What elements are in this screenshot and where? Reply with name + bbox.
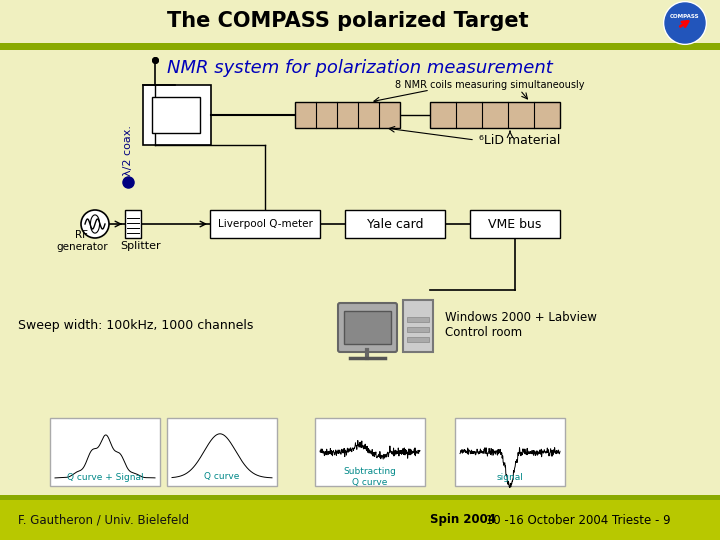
Bar — [143, 85, 211, 145]
Text: Splitter: Splitter — [121, 241, 161, 251]
Text: Liverpool Q-meter: Liverpool Q-meter — [217, 219, 312, 229]
Bar — [345, 210, 445, 238]
Bar — [407, 337, 429, 342]
Text: Q curve + Signal: Q curve + Signal — [67, 472, 143, 482]
Text: Subtracting
Q curve: Subtracting Q curve — [343, 467, 397, 487]
Text: Spin 2004: Spin 2004 — [430, 514, 496, 526]
Bar — [470, 210, 560, 238]
FancyBboxPatch shape — [338, 303, 397, 352]
Text: ⁶LiD material: ⁶LiD material — [480, 133, 561, 146]
Circle shape — [665, 3, 705, 43]
Bar — [0, 43, 720, 50]
Text: 8 NMR coils measuring simultaneously: 8 NMR coils measuring simultaneously — [395, 80, 585, 90]
Text: The COMPASS polarized Target: The COMPASS polarized Target — [167, 11, 528, 31]
Bar — [295, 102, 400, 128]
Text: VME bus: VME bus — [488, 218, 541, 231]
Bar — [167, 418, 277, 486]
Text: Q curve: Q curve — [204, 472, 240, 482]
Text: RF
generator: RF generator — [56, 230, 108, 252]
Text: COMPASS: COMPASS — [670, 15, 700, 19]
Bar — [210, 210, 320, 238]
Bar — [455, 418, 565, 486]
Bar — [152, 97, 200, 133]
Bar — [344, 311, 391, 344]
Text: NMR system for polarization measurement: NMR system for polarization measurement — [167, 59, 553, 77]
Bar — [125, 210, 141, 238]
Bar — [0, 495, 720, 500]
Text: Sweep width: 100kHz, 1000 channels: Sweep width: 100kHz, 1000 channels — [18, 319, 253, 332]
Circle shape — [81, 210, 109, 238]
Text: signal: signal — [497, 472, 523, 482]
Bar — [0, 0, 720, 43]
Bar — [315, 418, 425, 486]
Text: Windows 2000 + Labview
Control room: Windows 2000 + Labview Control room — [445, 311, 597, 339]
Bar — [407, 317, 429, 322]
Bar — [403, 300, 433, 352]
Text: F. Gautheron / Univ. Bielefeld: F. Gautheron / Univ. Bielefeld — [18, 514, 189, 526]
Bar — [50, 418, 160, 486]
Text: Yale card: Yale card — [366, 218, 423, 231]
Bar — [407, 327, 429, 332]
Text: 10 -16 October 2004 Trieste - 9: 10 -16 October 2004 Trieste - 9 — [482, 514, 670, 526]
Text: λ/2 coax.: λ/2 coax. — [123, 125, 133, 176]
Bar — [430, 102, 560, 128]
Bar — [0, 500, 720, 540]
